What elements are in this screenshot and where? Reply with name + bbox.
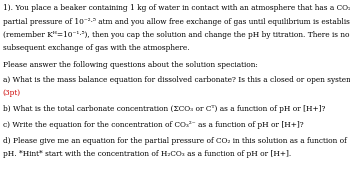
Text: Please answer the following questions about the solution speciation:: Please answer the following questions ab…	[3, 61, 258, 69]
Text: pH. *Hint* start with the concentration of H₂CO₃ as a function of pH or [H+].: pH. *Hint* start with the concentration …	[3, 150, 293, 158]
Text: a) What is the mass balance equation for dissolved carbonate? Is this a closed o: a) What is the mass balance equation for…	[3, 76, 350, 84]
Text: subsequent exchange of gas with the atmosphere.: subsequent exchange of gas with the atmo…	[3, 44, 189, 53]
Text: 1). You place a beaker containing 1 kg of water in contact with an atmosphere th: 1). You place a beaker containing 1 kg o…	[3, 4, 350, 12]
Text: (remember Kᴴ=10⁻¹·⁵), then you cap the solution and change the pH by titration. : (remember Kᴴ=10⁻¹·⁵), then you cap the s…	[3, 31, 349, 39]
Text: (3pt): (3pt)	[3, 89, 21, 97]
Text: partial pressure of 10⁻²·⁵ atm and you allow free exchange of gas until equilibr: partial pressure of 10⁻²·⁵ atm and you a…	[3, 18, 350, 26]
Text: d) Please give me an equation for the partial pressure of CO₂ in this solution a: d) Please give me an equation for the pa…	[3, 137, 346, 145]
Text: b) What is the total carbonate concentration (ΣCO₃ or Cᵀ) as a function of pH or: b) What is the total carbonate concentra…	[3, 105, 325, 113]
Text: c) Write the equation for the concentration of CO₃²⁻ as a function of pH or [H+]: c) Write the equation for the concentrat…	[3, 121, 306, 129]
